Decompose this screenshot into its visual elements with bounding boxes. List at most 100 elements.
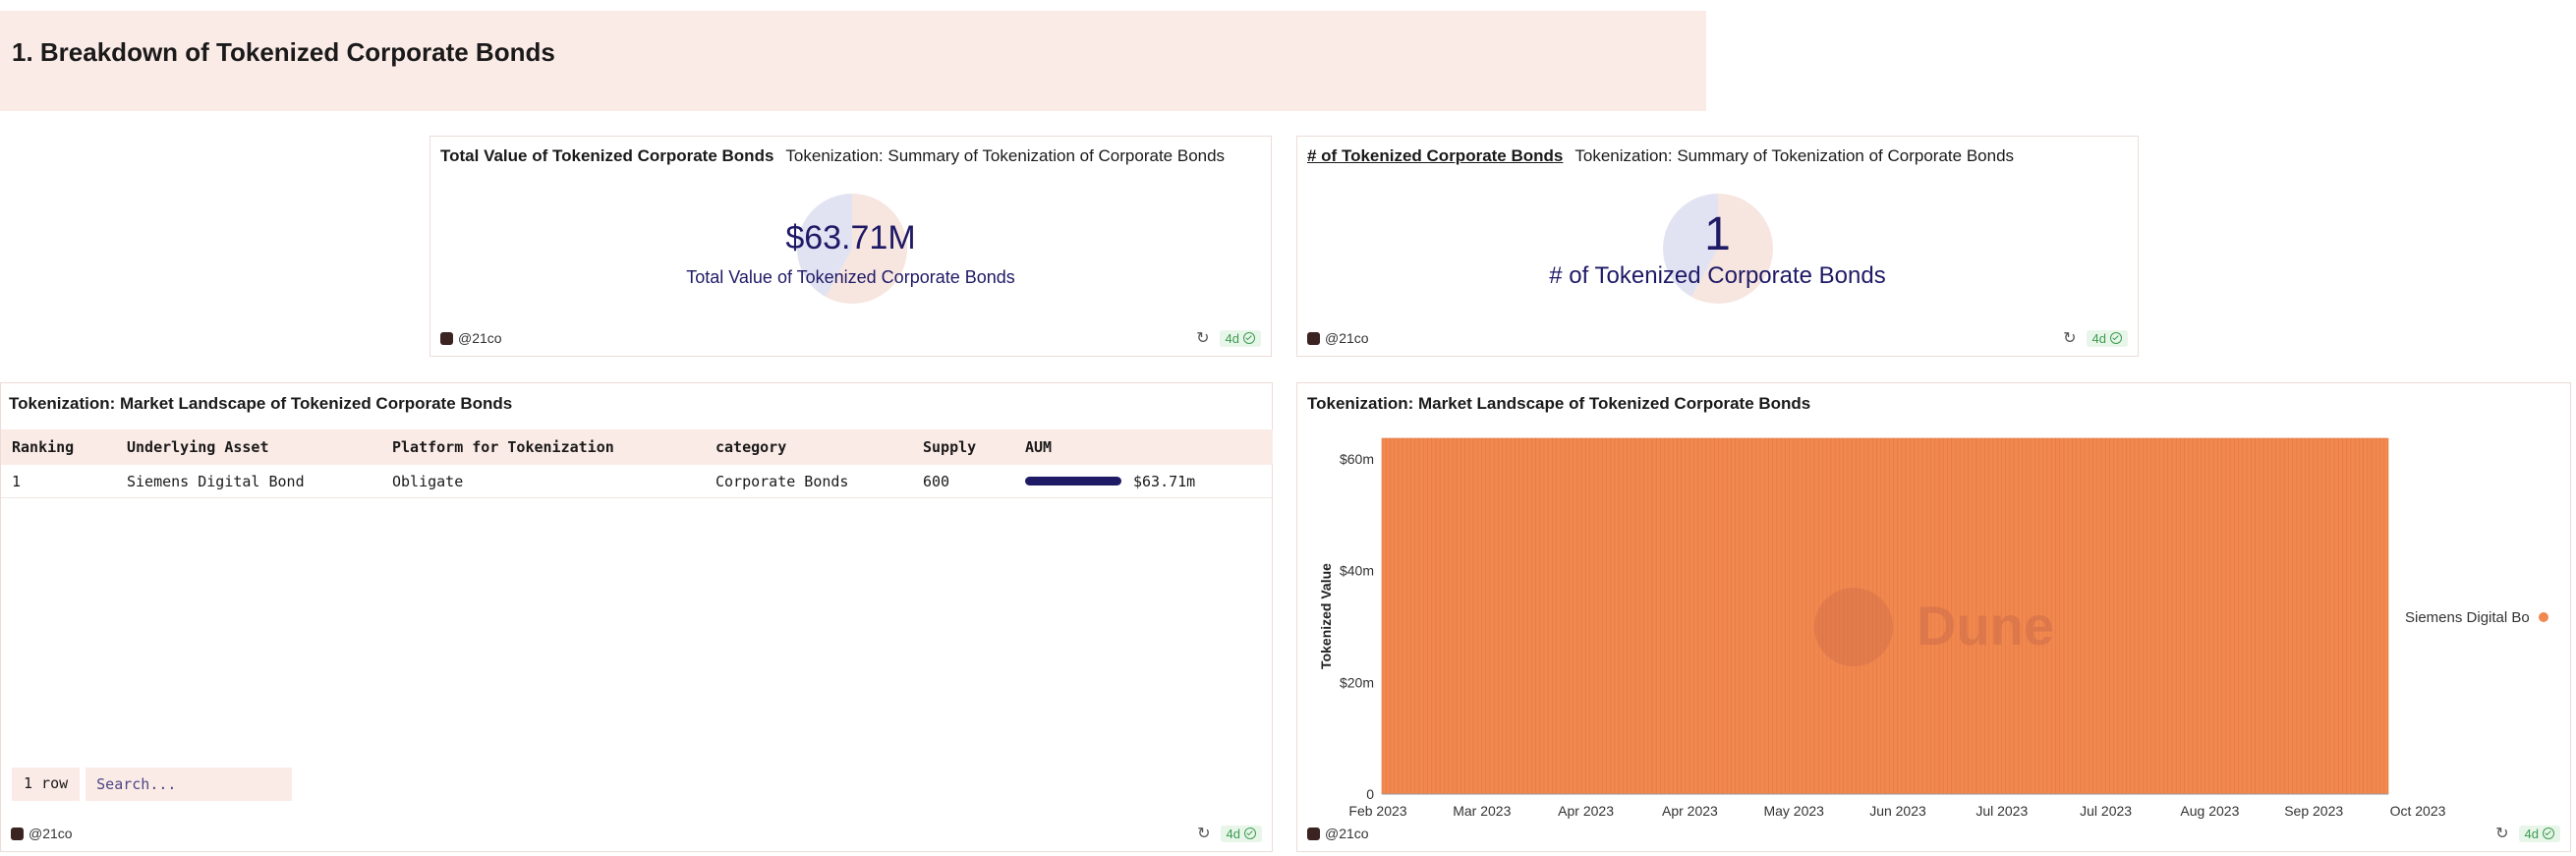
bar <box>1726 437 1732 795</box>
bar <box>1535 437 1541 795</box>
avatar <box>1307 827 1320 840</box>
bar <box>1552 437 1558 795</box>
bar <box>2225 437 2231 795</box>
bar <box>1797 437 1803 795</box>
owner[interactable]: @21co <box>440 330 502 346</box>
card-footer: @21co ↻ 4d <box>1307 824 2560 843</box>
column-header-aum[interactable]: AUM <box>1025 438 1053 456</box>
bar <box>2096 437 2102 795</box>
bar <box>1668 437 1674 795</box>
bar <box>1556 437 1562 795</box>
section-title: 1. Breakdown of Tokenized Corporate Bond… <box>12 37 555 67</box>
bar <box>2279 437 2285 795</box>
bar <box>2350 437 2356 795</box>
landscape-chart-card: Tokenization: Market Landscape of Tokeni… <box>1296 382 2571 852</box>
owner[interactable]: @21co <box>1307 330 1369 346</box>
bar <box>1780 437 1786 795</box>
bar <box>2154 437 2160 795</box>
bar <box>1489 437 1495 795</box>
refresh-icon[interactable]: ↻ <box>1196 330 1210 347</box>
bar <box>2251 437 2256 795</box>
card-footer: @21co ↻ 4d <box>11 824 1262 843</box>
bar <box>2234 437 2239 795</box>
bar <box>2147 437 2152 795</box>
bar <box>2188 437 2194 795</box>
column-header-category[interactable]: category <box>716 438 787 456</box>
column-header-ranking[interactable]: Ranking <box>12 438 75 456</box>
bar <box>2354 437 2360 795</box>
bar <box>2204 437 2210 795</box>
bar <box>1660 437 1666 795</box>
watermark-text: Dune <box>1917 595 2054 656</box>
bar <box>1759 437 1765 795</box>
counter-title[interactable]: # of Tokenized Corporate Bonds <box>1307 146 1564 165</box>
bar <box>1452 437 1458 795</box>
counter-subtitle[interactable]: Tokenization: Summary of Tokenization of… <box>1574 146 2015 165</box>
bar <box>1580 437 1586 795</box>
counter-title[interactable]: Total Value of Tokenized Corporate Bonds <box>440 146 774 165</box>
bar <box>2163 437 2169 795</box>
search-input[interactable] <box>86 768 293 801</box>
check-circle-icon <box>1244 827 1256 839</box>
bar <box>1589 437 1595 795</box>
freshness-badge: 4d <box>2518 825 2560 842</box>
counter-card-count: # of Tokenized Corporate Bonds Tokenizati… <box>1296 136 2139 357</box>
refresh-icon[interactable]: ↻ <box>2495 826 2509 842</box>
bar <box>2212 437 2218 795</box>
bar <box>1526 437 1532 795</box>
x-tick-label: May 2023 <box>1763 803 1824 819</box>
freshness-badge: 4d <box>2086 329 2128 347</box>
chart-title[interactable]: Tokenization: Market Landscape of Tokeni… <box>1307 394 1811 413</box>
column-header-platform[interactable]: Platform for Tokenization <box>392 438 614 456</box>
bar <box>1435 437 1441 795</box>
bar <box>1693 437 1698 795</box>
bar <box>1448 437 1454 795</box>
bar <box>2305 437 2310 795</box>
counter-label: Total Value of Tokenized Corporate Bonds <box>686 267 1015 287</box>
bar <box>2246 437 2252 795</box>
watermark-logo-icon <box>1814 588 1893 666</box>
bar <box>2059 437 2065 795</box>
avatar <box>11 827 24 840</box>
bar <box>1735 437 1741 795</box>
bar <box>2192 437 2198 795</box>
bar <box>1793 437 1799 795</box>
bar <box>2266 437 2272 795</box>
bar <box>1697 437 1703 795</box>
age-label: 4d <box>1226 826 1240 841</box>
x-tick-label: Mar 2023 <box>1453 803 1511 819</box>
refresh-icon[interactable]: ↻ <box>2063 330 2077 347</box>
owner-handle: @21co <box>1325 330 1369 346</box>
bar <box>1431 437 1437 795</box>
x-tick-label: Apr 2023 <box>1558 803 1614 819</box>
legend-marker <box>2539 612 2548 622</box>
bar <box>1789 437 1795 795</box>
column-header-underlying-asset[interactable]: Underlying Asset <box>127 438 269 456</box>
x-tick-label: Sep 2023 <box>2284 803 2343 819</box>
owner-handle: @21co <box>1325 826 1369 841</box>
bar <box>1705 437 1711 795</box>
owner[interactable]: @21co <box>1307 826 1369 841</box>
bar <box>1506 437 1512 795</box>
column-header-supply[interactable]: Supply <box>923 438 977 456</box>
bar <box>2259 437 2264 795</box>
bar <box>1498 437 1504 795</box>
y-tick-label: 0 <box>1366 786 1374 802</box>
table-controls: 1 row <box>12 768 293 801</box>
owner[interactable]: @21co <box>11 826 73 841</box>
bar <box>2292 437 2298 795</box>
bar <box>2376 437 2380 795</box>
bar <box>1585 437 1590 795</box>
bar <box>1681 437 1687 795</box>
avatar <box>1307 331 1320 345</box>
bar <box>1809 437 1815 795</box>
bar <box>1714 437 1720 795</box>
table-title[interactable]: Tokenization: Market Landscape of Tokeni… <box>9 394 513 413</box>
counter-subtitle[interactable]: Tokenization: Summary of Tokenization of… <box>785 146 1226 165</box>
bar <box>1763 437 1769 795</box>
cell-ranking: 1 <box>1 465 116 498</box>
bar <box>1747 437 1752 795</box>
bar <box>2255 437 2261 795</box>
refresh-icon[interactable]: ↻ <box>1197 826 1211 842</box>
bar <box>2379 437 2385 795</box>
